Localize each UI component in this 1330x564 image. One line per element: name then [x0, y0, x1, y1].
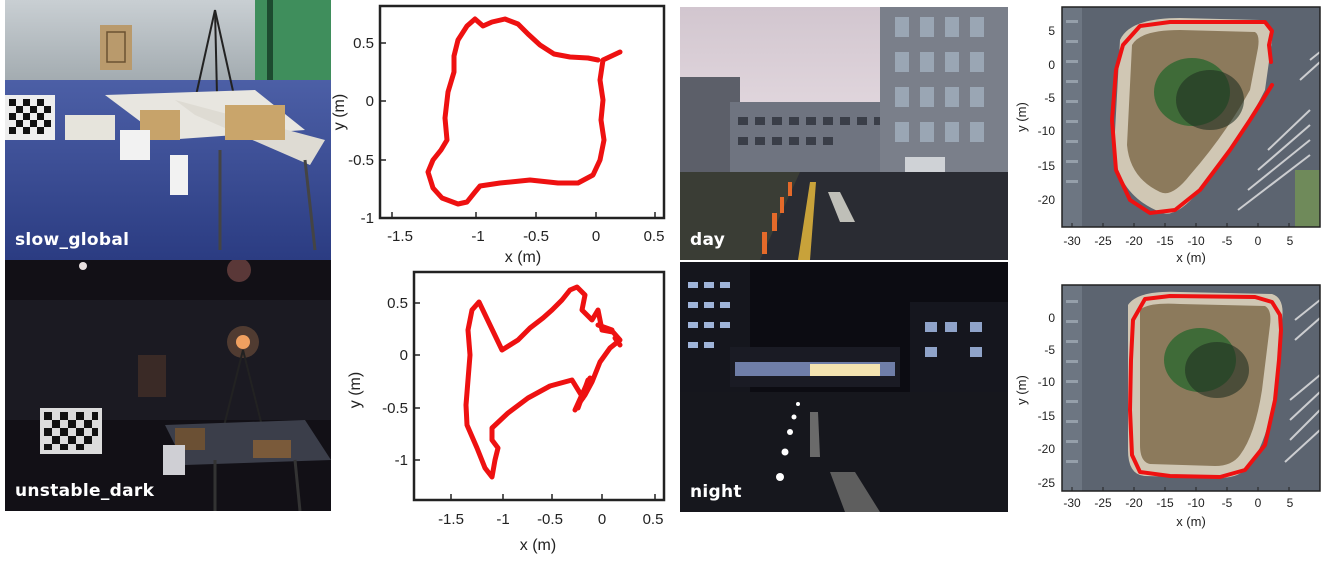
y-tick: 0.5 [353, 35, 374, 52]
photo-unstable-dark: unstable_dark [5, 260, 331, 511]
y-tick: -1 [361, 210, 374, 227]
y-tick: -1 [395, 452, 408, 469]
x-tick: -20 [1125, 234, 1143, 248]
x-axis-label: x (m) [520, 537, 556, 554]
y-axis-label: y (m) [1014, 375, 1029, 405]
x-tick: -0.5 [537, 511, 563, 528]
y-tick: -5 [1044, 91, 1055, 105]
y-axis-label: y (m) [331, 94, 348, 130]
y-tick: -10 [1038, 124, 1056, 138]
y-tick: -10 [1038, 375, 1056, 389]
map-plot-top: -30 -25 -20 -15 -10 -5 0 5 5 0 -5 -10 -1… [1010, 0, 1330, 275]
x-tick: 5 [1287, 234, 1294, 248]
x-tick: -1 [471, 228, 484, 245]
x-tick: -5 [1222, 496, 1233, 510]
y-axis-label: y (m) [1014, 102, 1029, 132]
photo-night: night [680, 262, 1008, 512]
y-tick: -0.5 [382, 400, 408, 417]
x-tick: -30 [1063, 234, 1081, 248]
x-tick: -5 [1222, 234, 1233, 248]
y-tick: 0 [1048, 58, 1055, 72]
x-tick: 0 [592, 228, 600, 245]
x-tick: -10 [1187, 234, 1205, 248]
y-tick: -5 [1044, 343, 1055, 357]
x-tick: -0.5 [523, 228, 549, 245]
photo-label-night: night [690, 482, 742, 502]
x-tick: 0 [1255, 234, 1262, 248]
map-plot-bottom: -30 -25 -20 -15 -10 -5 0 5 0 -5 -10 -15 … [1010, 280, 1330, 559]
y-tick: -15 [1038, 159, 1056, 173]
y-tick: 0 [400, 347, 408, 364]
trajectory-path [1128, 294, 1283, 479]
plot-frame [1061, 284, 1321, 492]
x-tick: 0 [598, 511, 606, 528]
x-tick: 0.5 [643, 511, 664, 528]
trajectory-path [425, 16, 623, 207]
x-tick: -20 [1125, 496, 1143, 510]
y-tick: -0.5 [348, 152, 374, 169]
x-tick: -25 [1094, 234, 1112, 248]
x-axis-label: x (m) [1176, 514, 1206, 529]
y-tick: -20 [1038, 442, 1056, 456]
photo-label-slow-global: slow_global [15, 230, 130, 250]
x-tick: 0 [1255, 496, 1262, 510]
x-tick: -15 [1156, 234, 1174, 248]
plot-frame [1061, 6, 1321, 228]
trajectory-loop [575, 322, 623, 411]
x-tick: -10 [1187, 496, 1205, 510]
x-axis-label: x (m) [505, 249, 541, 266]
x-tick: -1 [496, 511, 509, 528]
y-tick: 0 [1048, 311, 1055, 325]
plot-frame [412, 270, 666, 502]
y-tick: -25 [1038, 476, 1056, 490]
trajectory-plot-top: -1.5 -1 -0.5 0 0.5 0.5 0 -0.5 -1 x (m) y… [330, 0, 675, 270]
photo-label-day: day [690, 230, 726, 250]
x-tick: 5 [1287, 496, 1294, 510]
photo-slow-global: slow_global [5, 0, 331, 260]
plot-frame [378, 4, 666, 220]
x-tick: -1.5 [387, 228, 413, 245]
y-axis-label: y (m) [347, 372, 364, 408]
trajectory-plot-bottom: -1.5 -1 -0.5 0 0.5 0.5 0 -0.5 -1 x (m) y… [330, 270, 675, 559]
trajectory-path [1110, 20, 1274, 215]
photo-label-unstable-dark: unstable_dark [15, 481, 155, 501]
y-tick: 5 [1048, 24, 1055, 38]
x-tick: -1.5 [438, 511, 464, 528]
x-tick: 0.5 [644, 228, 665, 245]
y-tick: 0.5 [387, 295, 408, 312]
x-tick: -25 [1094, 496, 1112, 510]
x-tick: -30 [1063, 496, 1081, 510]
x-tick: -15 [1156, 496, 1174, 510]
x-axis-label: x (m) [1176, 250, 1206, 265]
y-tick: 0 [366, 93, 374, 110]
photo-day: day [680, 7, 1008, 260]
y-tick: -15 [1038, 409, 1056, 423]
y-tick: -20 [1038, 193, 1056, 207]
